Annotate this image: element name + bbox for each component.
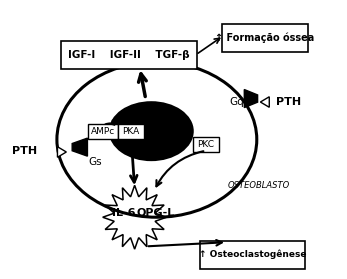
Polygon shape — [244, 90, 257, 108]
Polygon shape — [260, 97, 269, 107]
FancyBboxPatch shape — [200, 241, 305, 269]
Text: PKA: PKA — [122, 127, 140, 136]
Text: PKC: PKC — [198, 140, 214, 149]
Text: IGF-I    IGF-II    TGF-β: IGF-I IGF-II TGF-β — [68, 50, 190, 60]
Text: IL-6: IL-6 — [112, 208, 135, 218]
Text: ↑ Osteoclastogênese: ↑ Osteoclastogênese — [199, 250, 306, 259]
FancyBboxPatch shape — [118, 124, 144, 139]
Text: OPG-L: OPG-L — [136, 208, 175, 218]
FancyBboxPatch shape — [61, 41, 197, 69]
Polygon shape — [58, 147, 66, 157]
FancyBboxPatch shape — [88, 124, 118, 139]
Ellipse shape — [110, 102, 193, 160]
Text: PTH: PTH — [12, 146, 37, 156]
Text: Gs: Gs — [88, 157, 102, 167]
FancyBboxPatch shape — [193, 137, 219, 152]
Text: AMPc: AMPc — [91, 127, 115, 136]
Text: Gq: Gq — [229, 97, 244, 107]
Text: PTH: PTH — [276, 97, 301, 107]
Text: OSTEOBLASTO: OSTEOBLASTO — [228, 181, 290, 190]
FancyBboxPatch shape — [222, 24, 308, 52]
Text: ↑ Formação óssea: ↑ Formação óssea — [215, 33, 315, 44]
Polygon shape — [72, 138, 87, 156]
